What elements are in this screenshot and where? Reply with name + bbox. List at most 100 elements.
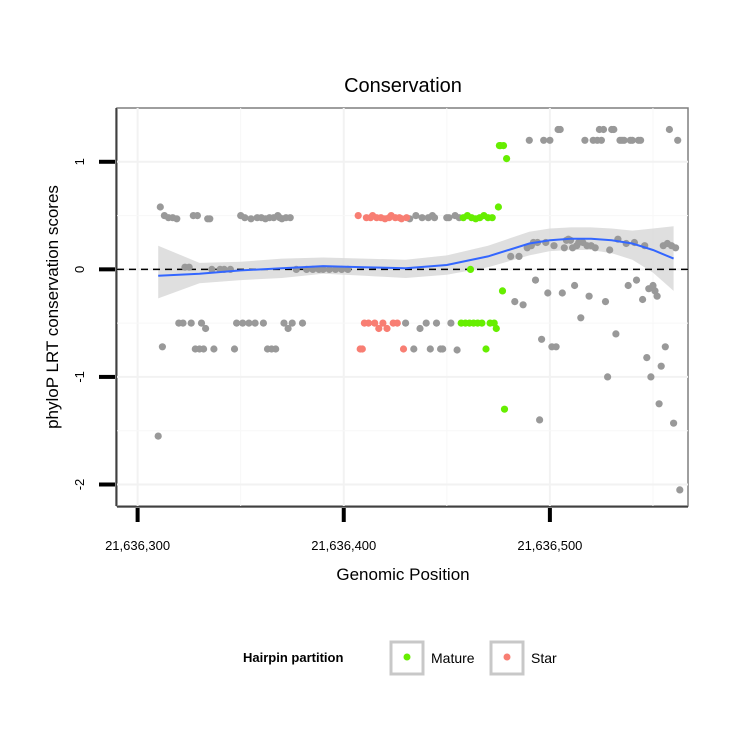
data-point-other [604,373,612,381]
data-point-other [288,319,296,327]
data-point-other [661,343,669,351]
data-point-other [546,136,554,144]
data-point-other [233,319,241,327]
data-point-other [655,400,663,408]
data-point-other [208,265,216,273]
data-point-other [202,324,210,333]
data-point-mature [503,155,511,163]
smooth-line-layer [158,237,674,277]
legend-marker-star [503,653,511,661]
data-point-other [210,345,218,353]
data-point-other [410,345,418,353]
data-point-other [612,330,620,338]
data-point-star [379,319,387,327]
data-point-other [525,136,533,144]
data-point-other [418,214,426,222]
data-point-other [422,319,430,327]
gridlines [117,108,688,506]
data-point-other [643,354,651,362]
data-point-other [251,319,259,327]
data-point-mature [466,265,475,273]
data-point-other [280,319,288,327]
data-point-other [670,419,678,427]
legend-label-mature: Mature [431,650,475,666]
data-point-mature [492,324,500,333]
data-point-other [672,244,680,252]
data-point-other [430,214,439,222]
data-point-star [403,214,411,222]
data-point-other [540,136,548,144]
chart-title: Conservation [344,75,462,97]
x-tick-label: 21,636,400 [311,538,376,553]
data-point-star [399,345,408,353]
data-point-other [544,289,552,297]
data-point-other [649,281,657,290]
data-point-other [560,244,568,252]
data-point-other [601,298,610,306]
legend-marker-mature [403,653,411,661]
data-point-mature [482,345,490,353]
data-point-other [426,345,434,353]
data-point-other [550,242,558,250]
data-point-other [507,252,515,260]
data-point-other [647,373,655,381]
legend-label-star: Star [531,650,557,666]
data-point-other [331,265,340,273]
data-point-mature [500,405,509,413]
data-point-other [653,292,661,300]
data-point-other [558,289,566,297]
data-point-mature [488,214,496,222]
data-point-other [531,276,540,284]
data-point-mature [499,142,508,150]
x-tick-label: 21,636,500 [517,538,582,553]
points-layer [154,125,684,494]
data-point-other [206,215,214,223]
x-axis: 21,636,300 21,636,400 21,636,500 [105,506,688,553]
data-point-other [620,136,628,144]
data-point-other [286,214,294,222]
y-tick-label: 1 [72,158,87,165]
data-point-star [393,319,401,327]
data-point-other [259,319,267,327]
data-point-star [358,345,366,353]
smooth-line [158,237,674,277]
data-point-other [519,301,527,309]
data-point-other [571,281,579,290]
data-point-other [432,319,441,327]
data-point-star [364,319,373,327]
data-point-other [515,252,523,260]
data-point-star [375,324,383,333]
data-point-other [591,244,599,252]
data-point-other [193,212,201,220]
data-point-other [585,292,593,300]
data-point-other [185,263,193,271]
series-star [354,212,411,353]
data-point-other [624,281,632,290]
data-point-other [453,346,461,354]
data-point-star [371,319,379,327]
y-axis: 1 0 -1 -2 [72,108,117,506]
data-point-other [325,265,333,273]
data-point-other [556,125,564,134]
data-point-star [354,212,362,220]
data-point-other [445,214,453,222]
x-axis-title: Genomic Position [336,565,469,584]
data-point-other [665,125,674,134]
data-point-other [628,136,636,144]
y-tick-label: -1 [72,371,87,383]
data-point-other [230,345,239,353]
data-point-other [298,319,307,327]
data-point-other [319,265,327,273]
data-point-other [439,345,447,353]
data-point-other [637,136,645,144]
data-point-other [200,345,208,353]
data-point-other [154,432,162,440]
data-point-other [511,298,519,306]
data-point-other [447,319,455,327]
data-point-other [197,319,206,327]
data-point-other [179,319,187,327]
data-point-other [158,343,166,351]
data-point-star [383,324,391,333]
data-point-other [674,136,682,144]
data-point-other [187,319,195,327]
